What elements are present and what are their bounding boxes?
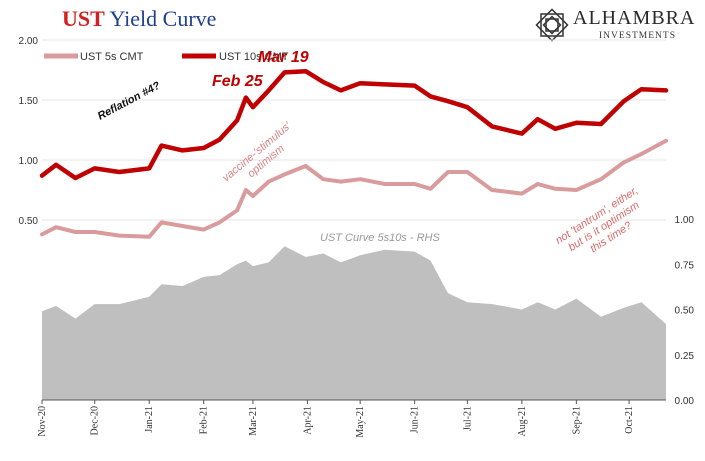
legend-label-ust10: UST 10s CMT [219,51,289,63]
legend-label-ust5: UST 5s CMT [80,51,144,63]
right-tick-label-1: 0.75 [675,260,695,271]
x-tick-label-8: Jul-21 [462,406,473,431]
legend: UST 5s CMT UST 10s CMT [44,51,289,63]
x-tick-label-11: Oct-21 [624,406,635,434]
x-tick-label-5: Apr-21 [302,406,313,435]
left-tick-label-1: 1.50 [19,96,39,107]
series-line-ust10 [39,68,669,181]
annotation-reflation: Reflation #4? [96,79,163,122]
left-tick-label-3: 0.50 [19,216,39,227]
x-tick-label-2: Jan-21 [144,406,155,433]
annotation-curve-label: UST Curve 5s10s - RHS [320,232,440,244]
annotation-mar19: Mar 19 [258,49,309,66]
annotation-feb25: Feb 25 [212,73,264,90]
chart-title-accent: UST [62,6,105,31]
alhambra-star-icon [535,8,569,42]
right-tick-label-2: 0.50 [675,306,695,317]
left-tick-label-0: 2.00 [19,36,39,47]
chart-title-rest: Yield Curve [104,6,217,31]
x-tick-label-3: Feb-21 [199,406,210,434]
left-tick-label-2: 1.00 [19,156,39,167]
gridlines [42,39,666,221]
logo-subtitle: INVESTMENTS [599,31,676,41]
right-tick-label-4: 0.00 [675,396,695,407]
right-tick-label-0: 1.00 [675,215,695,226]
x-tick-label-0: Nov-20 [37,406,48,437]
right-tick-label-3: 0.25 [675,351,695,362]
x-tick-label-10: Sep-21 [571,406,582,434]
axes-layer: 2.00 1.50 1.00 0.50 1.00 0.75 0.50 0.25 0.00 Nov-… [19,36,695,438]
curve-area-layer [42,246,666,400]
x-tick-label-9: Aug-21 [517,406,528,437]
x-tick-label-7: Jun-21 [410,406,421,433]
x-tick-label-1: Dec-20 [90,406,101,435]
x-tick-label-6: May-21 [355,406,366,438]
series-line-ust5 [40,138,668,239]
brand-logo: ALHAMBRA INVESTMENTS [533,6,698,46]
series-area-curve-5s10s [42,246,666,400]
chart-title: UST Yield Curve [62,6,216,32]
series-lines-layer [39,68,669,239]
x-tick-label-4: Mar-21 [248,406,259,436]
logo-name: ALHAMBRA [573,7,696,29]
